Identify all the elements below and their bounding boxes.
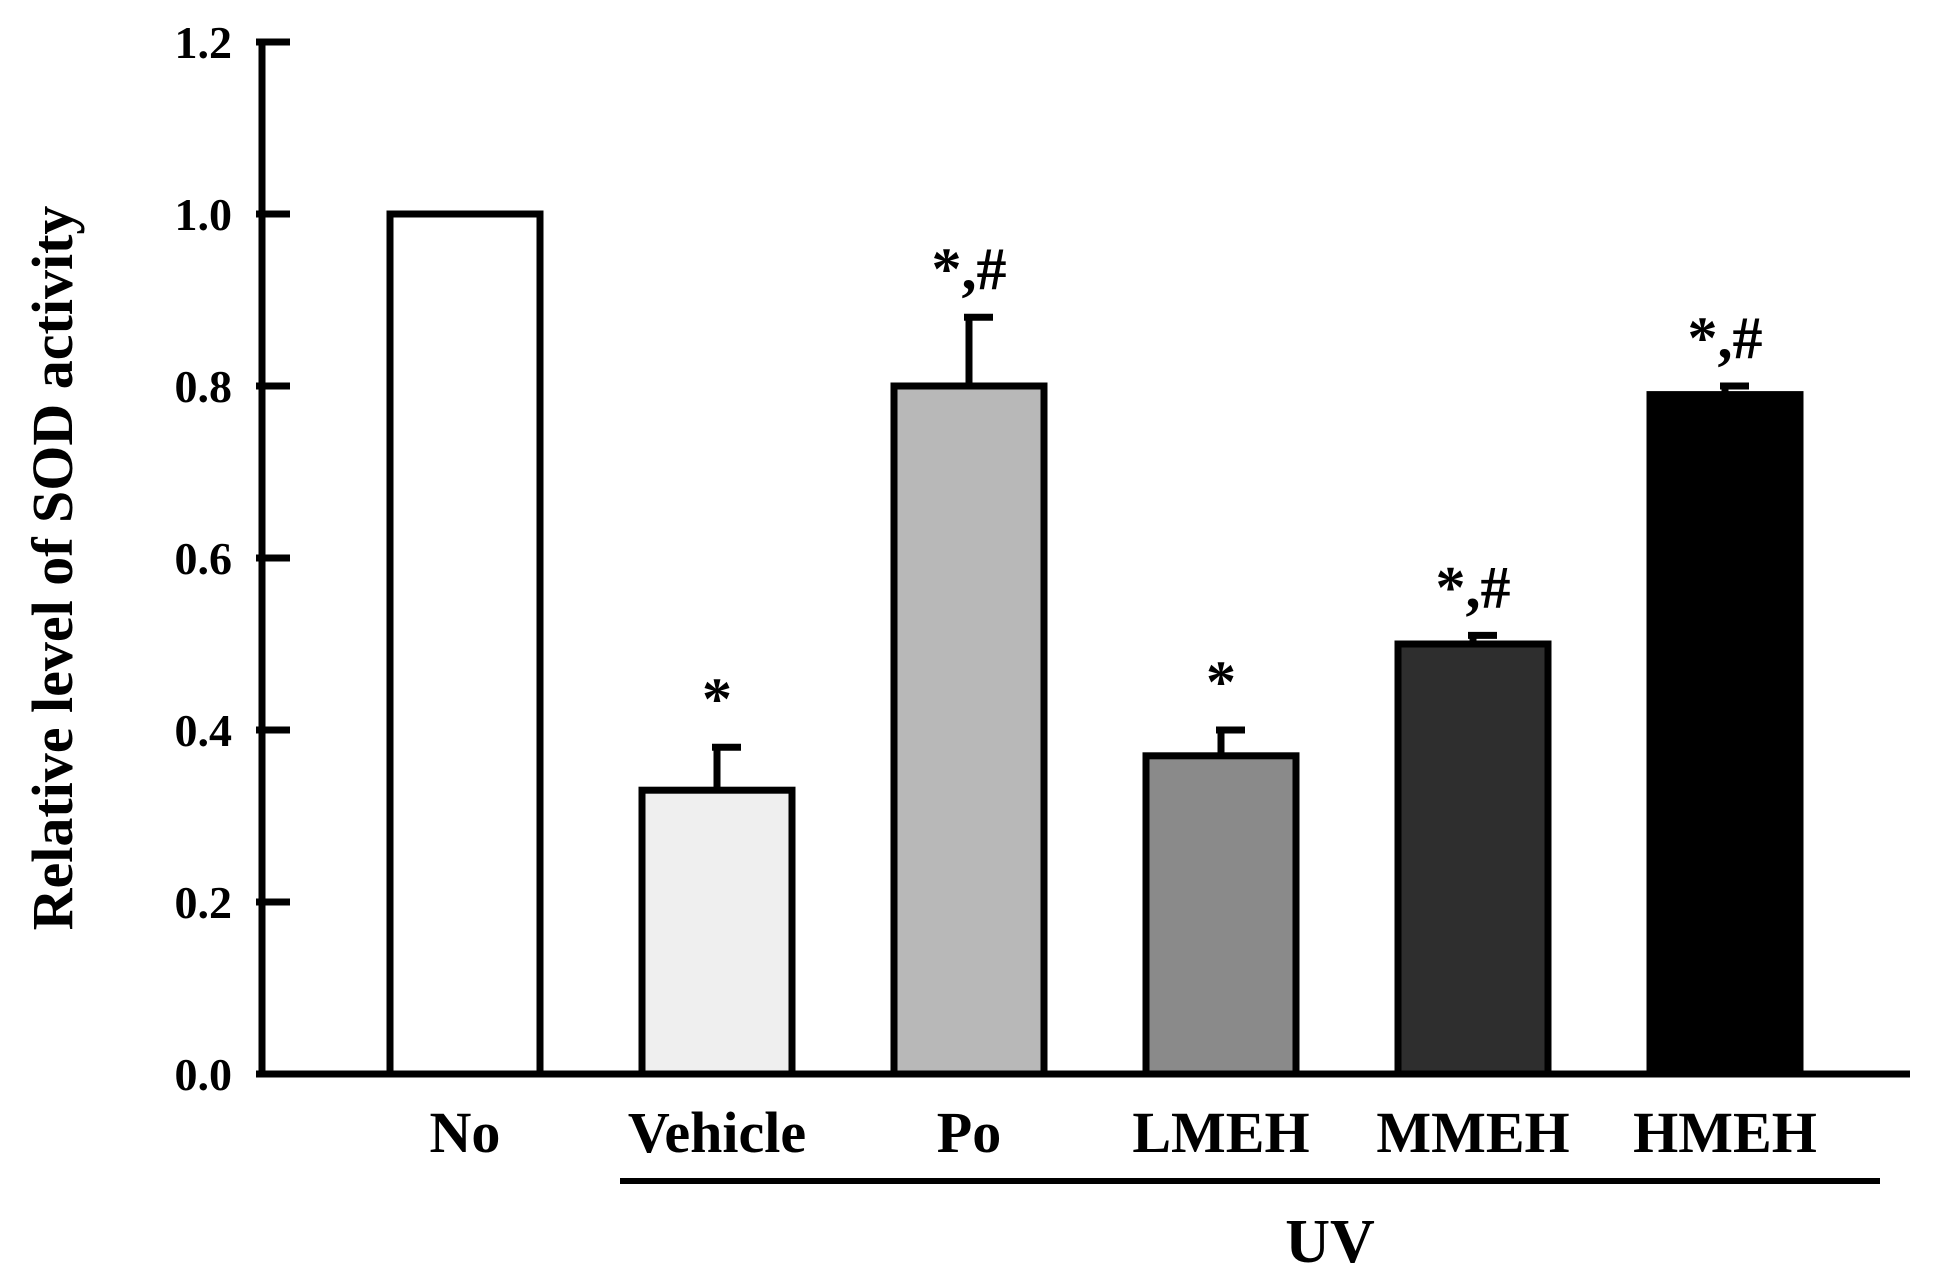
y-tick-label: 0.6 xyxy=(175,533,233,584)
y-tick-label: 1.0 xyxy=(175,189,233,240)
bar-no xyxy=(386,210,544,1078)
significance-label-mmeh: *,# xyxy=(1436,554,1511,620)
y-axis-title: Relative level of SOD activity xyxy=(20,206,85,931)
y-tick-label: 0.8 xyxy=(175,361,233,412)
significance-label-hmeh: *,# xyxy=(1688,305,1763,371)
category-label-hmeh: HMEH xyxy=(1633,1100,1817,1165)
uv-group-label: UV xyxy=(1285,1208,1375,1276)
y-tick-label: 0.0 xyxy=(175,1049,233,1100)
bar-vehicle xyxy=(638,786,796,1078)
category-label-po: Po xyxy=(937,1100,1001,1165)
y-tick-label: 1.2 xyxy=(175,17,233,68)
category-label-no: No xyxy=(430,1100,501,1165)
bar-hmeh xyxy=(1646,391,1804,1078)
y-tick-label: 0.2 xyxy=(175,877,233,928)
bar-mmeh xyxy=(1394,640,1552,1078)
category-label-vehicle: Vehicle xyxy=(628,1100,806,1165)
significance-label-vehicle: * xyxy=(702,666,732,732)
bar-po xyxy=(890,382,1048,1078)
y-tick-label: 0.4 xyxy=(175,705,233,756)
significance-label-lmeh: * xyxy=(1206,649,1236,715)
category-label-mmeh: MMEH xyxy=(1376,1100,1569,1165)
bar-lmeh xyxy=(1142,752,1300,1078)
significance-label-po: *,# xyxy=(932,236,1007,302)
category-label-lmeh: LMEH xyxy=(1132,1100,1309,1165)
